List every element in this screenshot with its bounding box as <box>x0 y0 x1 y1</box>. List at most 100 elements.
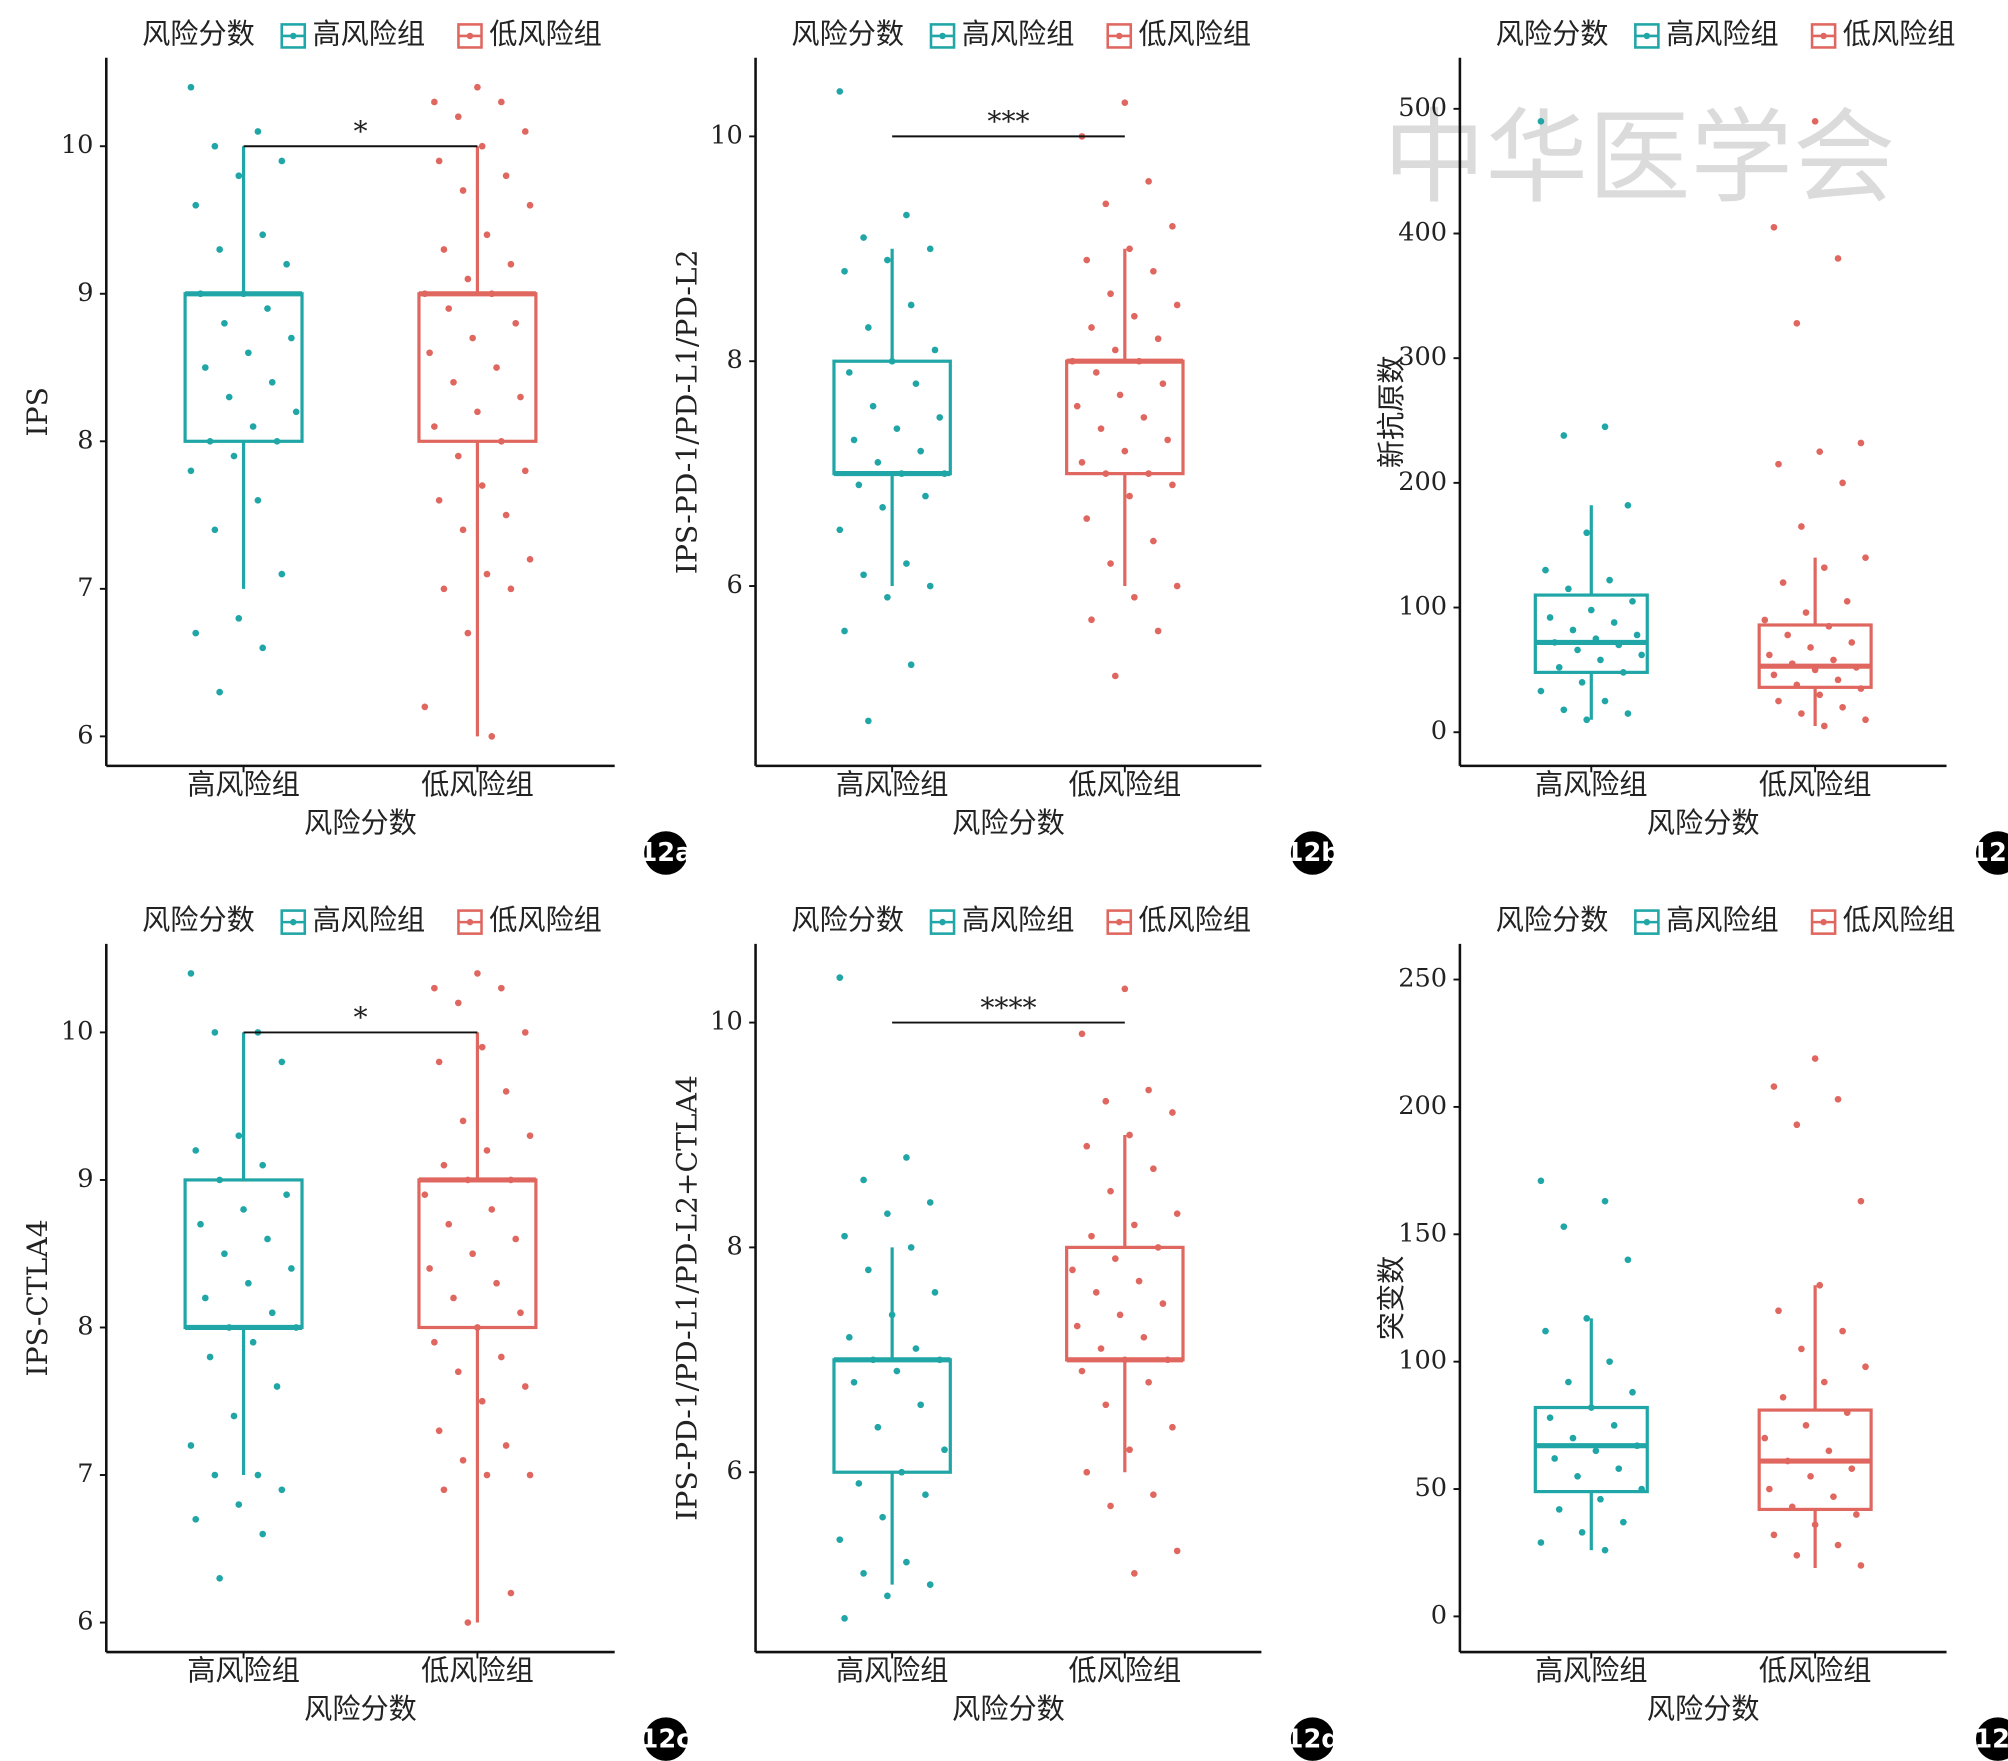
point <box>292 408 300 416</box>
point <box>273 1383 281 1390</box>
legend-icon-dot <box>1820 918 1827 926</box>
point <box>254 128 262 135</box>
point <box>192 629 200 637</box>
point <box>917 447 925 455</box>
point <box>1583 529 1591 537</box>
y-tick-label: 6 <box>77 1607 93 1637</box>
legend-label: 高风险组 <box>962 17 1075 50</box>
legend-label: 低风险组 <box>1138 904 1251 937</box>
point <box>1793 1551 1801 1559</box>
point <box>474 1324 481 1331</box>
point <box>879 1513 886 1521</box>
point <box>445 305 453 312</box>
y-tick-label: 6 <box>77 720 93 750</box>
point <box>1834 1541 1842 1549</box>
point <box>1587 606 1595 614</box>
point <box>888 1311 896 1319</box>
point <box>1807 1472 1814 1480</box>
point <box>235 1501 243 1508</box>
point <box>454 113 462 121</box>
panel-tag-bg <box>1975 1717 2008 1761</box>
point <box>926 245 934 253</box>
panel-tag: 12f <box>1974 1724 2008 1754</box>
point <box>841 1232 848 1240</box>
point <box>931 1289 939 1296</box>
point <box>1802 1422 1810 1429</box>
point <box>1820 564 1828 571</box>
point <box>474 83 481 91</box>
point <box>1583 1315 1591 1322</box>
point <box>206 437 214 445</box>
box <box>417 292 538 443</box>
y-tick-label: 10 <box>710 120 743 150</box>
point <box>1820 1378 1828 1386</box>
point <box>1816 691 1824 699</box>
point <box>450 1294 457 1302</box>
point <box>498 98 505 106</box>
point <box>225 393 233 401</box>
point <box>1159 380 1167 388</box>
point <box>865 717 872 725</box>
point <box>1551 639 1558 646</box>
legend-title: 风险分数 <box>791 904 904 937</box>
point <box>1126 1446 1133 1454</box>
point <box>216 246 223 253</box>
point <box>1592 635 1600 643</box>
point <box>1537 117 1545 125</box>
point <box>1107 560 1114 567</box>
legend-label: 高风险组 <box>1666 17 1779 50</box>
point <box>898 470 905 477</box>
point <box>1811 666 1819 674</box>
point <box>1078 1367 1086 1375</box>
point <box>1610 1422 1618 1429</box>
point <box>1811 1521 1819 1529</box>
point <box>478 142 486 150</box>
point <box>264 305 271 312</box>
y-tick-label: 9 <box>77 278 93 308</box>
point <box>259 1530 267 1538</box>
point <box>512 319 520 327</box>
point <box>507 585 515 593</box>
point <box>850 1378 858 1386</box>
point <box>488 290 496 298</box>
box <box>1065 359 1185 476</box>
point <box>1770 1531 1778 1539</box>
point <box>1839 1327 1846 1335</box>
point <box>1126 245 1133 253</box>
point <box>1145 178 1152 185</box>
y-tick-label: 300 <box>1398 342 1447 372</box>
point <box>1542 566 1549 574</box>
legend-title: 风险分数 <box>142 904 255 937</box>
point <box>1633 631 1641 639</box>
point <box>1560 432 1568 439</box>
box <box>417 1178 538 1330</box>
point <box>1816 448 1824 456</box>
y-tick-label: 50 <box>1414 1473 1447 1503</box>
point <box>268 1309 276 1317</box>
legend-icon-dot <box>1643 918 1651 926</box>
point <box>1834 1095 1842 1103</box>
point <box>1560 1223 1568 1230</box>
point <box>192 1147 200 1154</box>
point <box>1173 1210 1181 1218</box>
point <box>936 414 944 421</box>
point <box>1121 99 1129 106</box>
point <box>1126 492 1133 500</box>
point <box>1788 660 1796 667</box>
point <box>1551 1455 1558 1462</box>
point <box>187 970 195 977</box>
point <box>1830 1493 1837 1501</box>
point <box>1537 1177 1545 1185</box>
point <box>1574 646 1581 654</box>
point <box>1587 1404 1595 1411</box>
panel-tag: 12d <box>1286 1724 1340 1754</box>
y-tick-label: 250 <box>1398 964 1447 994</box>
point <box>493 1279 500 1287</box>
point <box>1620 669 1627 676</box>
point <box>1834 255 1842 262</box>
point <box>1537 1539 1545 1546</box>
y-tick-label: 100 <box>1398 592 1447 622</box>
point <box>1097 425 1105 432</box>
point <box>268 378 276 386</box>
point <box>483 1471 491 1479</box>
